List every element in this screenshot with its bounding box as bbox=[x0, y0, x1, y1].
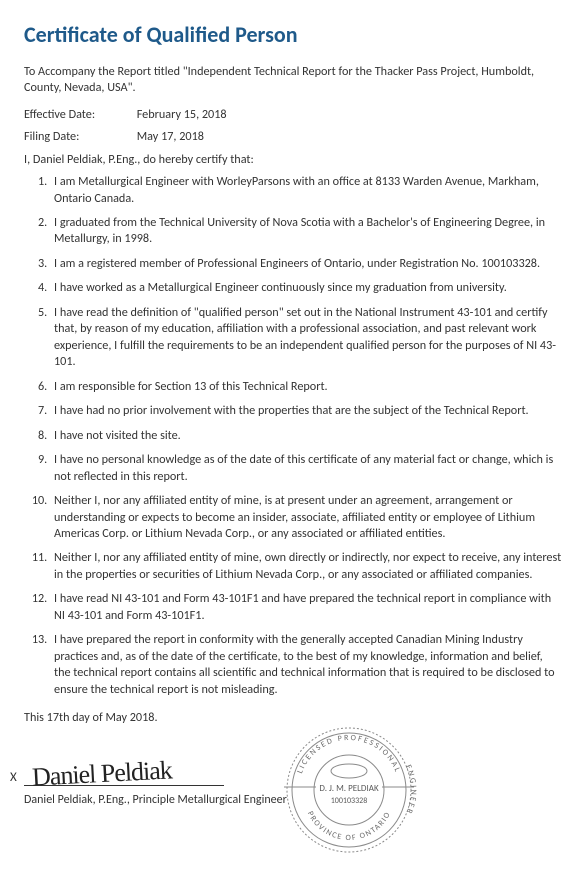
cert-item: Neither I, nor any affiliated entity of … bbox=[50, 493, 562, 542]
cert-item: I have prepared the report in conformity… bbox=[50, 632, 562, 698]
svg-text:LICENSED PROFESSIONAL: LICENSED PROFESSIONAL bbox=[295, 733, 403, 775]
cert-item: I am responsible for Section 13 of this … bbox=[50, 379, 562, 395]
cert-item: I have no personal knowledge as of the d… bbox=[50, 452, 562, 485]
page-title: Certificate of Qualified Person bbox=[24, 20, 562, 50]
filing-date-value: May 17, 2018 bbox=[137, 129, 204, 145]
intro-text: To Accompany the Report titled "Independ… bbox=[24, 64, 562, 97]
effective-date-value: February 15, 2018 bbox=[137, 107, 227, 123]
stamp-top-arc: LICENSED PROFESSIONAL bbox=[295, 733, 403, 775]
signature-x: X bbox=[10, 769, 17, 787]
cert-item: I am a registered member of Professional… bbox=[50, 256, 562, 272]
cert-item: I have read NI 43-101 and Form 43-101F1 … bbox=[50, 591, 562, 624]
cert-item: I graduated from the Technical Universit… bbox=[50, 215, 562, 248]
signature-area: X Daniel Peldiak Daniel Peldiak, P.Eng.,… bbox=[24, 745, 562, 875]
certify-line: I, Daniel Peldiak, P.Eng., do hereby cer… bbox=[24, 152, 562, 168]
professional-engineer-stamp: LICENSED PROFESSIONAL ENGINEER PROVINCE … bbox=[274, 715, 424, 865]
effective-date-row: Effective Date: February 15, 2018 bbox=[24, 107, 562, 123]
cert-item: Neither I, nor any affiliated entity of … bbox=[50, 550, 562, 583]
filing-date-row: Filing Date: May 17, 2018 bbox=[24, 129, 562, 145]
cert-item: I have not visited the site. bbox=[50, 428, 562, 444]
cert-item: I am Metallurgical Engineer with WorleyP… bbox=[50, 174, 562, 207]
certification-list: I am Metallurgical Engineer with WorleyP… bbox=[24, 174, 562, 698]
stamp-number: 100103328 bbox=[331, 796, 368, 806]
signature-line: X Daniel Peldiak bbox=[24, 745, 224, 786]
stamp-right-word: ENGINEER bbox=[403, 763, 418, 816]
cert-item: I have had no prior involvement with the… bbox=[50, 403, 562, 419]
signature-scrawl: Daniel Peldiak bbox=[31, 752, 172, 794]
cert-item: I have read the definition of "qualified… bbox=[50, 305, 562, 371]
effective-date-label: Effective Date: bbox=[24, 107, 134, 123]
cert-item: I have worked as a Metallurgical Enginee… bbox=[50, 280, 562, 296]
stamp-name: D. J. M. PELDIAK bbox=[319, 783, 379, 794]
svg-text:ENGINEER: ENGINEER bbox=[403, 763, 418, 816]
filing-date-label: Filing Date: bbox=[24, 129, 134, 145]
